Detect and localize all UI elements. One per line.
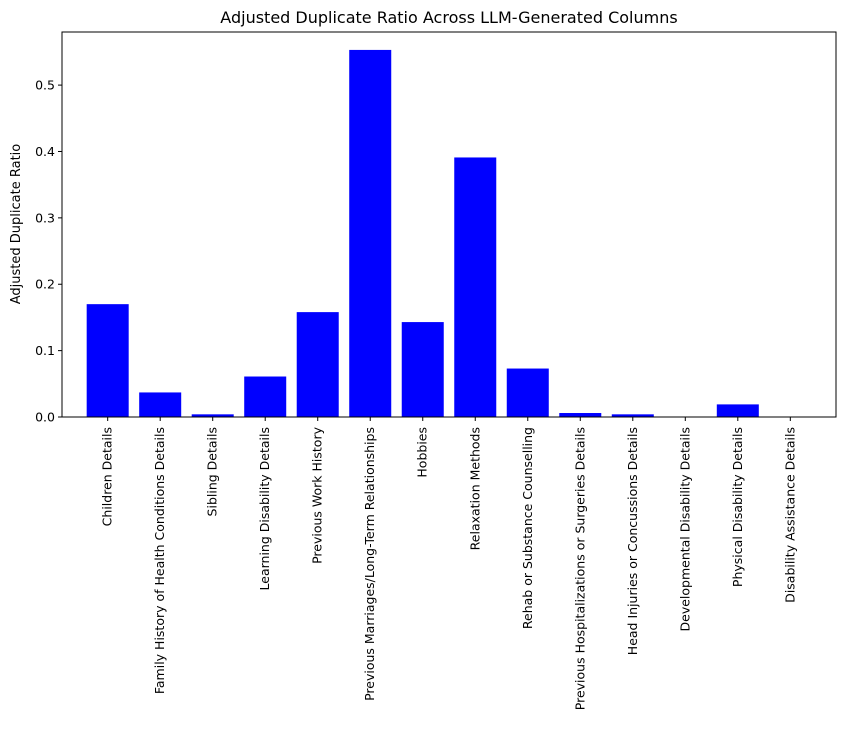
bar	[244, 376, 287, 417]
x-tick-label: Hobbies	[415, 427, 430, 478]
x-tick-label: Previous Work History	[310, 426, 325, 563]
bars-group	[86, 49, 759, 418]
x-tick-label: Rehab or Substance Counselling	[520, 427, 535, 629]
bar	[559, 413, 602, 417]
y-tick-label: 0.2	[35, 277, 55, 292]
y-tick-label: 0.3	[35, 210, 55, 225]
y-tick-label: 0.1	[35, 343, 55, 358]
bar	[611, 414, 654, 417]
bar	[401, 322, 444, 417]
y-tick-label: 0.4	[35, 144, 55, 159]
x-tick-label: Previous Marriages/Long-Term Relationshi…	[362, 427, 377, 701]
y-tick-label: 0.0	[35, 410, 55, 425]
bar	[716, 404, 759, 417]
x-tick-label: Children Details	[100, 427, 115, 526]
x-axis-ticks: Children Details Family History of Health…	[100, 417, 797, 710]
x-tick-label: Previous Hospitalizations or Surgeries D…	[572, 427, 587, 710]
bar	[349, 49, 392, 418]
x-tick-label: Sibling Details	[205, 427, 220, 516]
bar	[296, 312, 339, 417]
x-tick-label: Head Injuries or Concussions Details	[625, 427, 640, 655]
x-tick-label: Disability Assistance Details	[782, 427, 797, 603]
bar	[191, 414, 234, 417]
x-tick-label: Physical Disability Details	[730, 427, 745, 587]
bar	[454, 157, 497, 417]
x-tick-label: Relaxation Methods	[467, 427, 482, 550]
x-tick-label: Family History of Health Conditions Deta…	[152, 427, 167, 694]
y-tick-label: 0.5	[35, 78, 55, 93]
bar	[139, 392, 182, 417]
x-tick-label: Developmental Disability Details	[677, 427, 692, 632]
y-axis-ticks: 0.0 0.1 0.2 0.3 0.4 0.5	[35, 78, 62, 425]
bar	[86, 304, 129, 417]
y-axis-label: Adjusted Duplicate Ratio	[9, 144, 24, 305]
x-tick-label: Learning Disability Details	[257, 427, 272, 590]
bar	[506, 368, 549, 417]
plot-area-frame	[61, 31, 837, 418]
chart-title: Adjusted Duplicate Ratio Across LLM-Gene…	[220, 8, 677, 27]
